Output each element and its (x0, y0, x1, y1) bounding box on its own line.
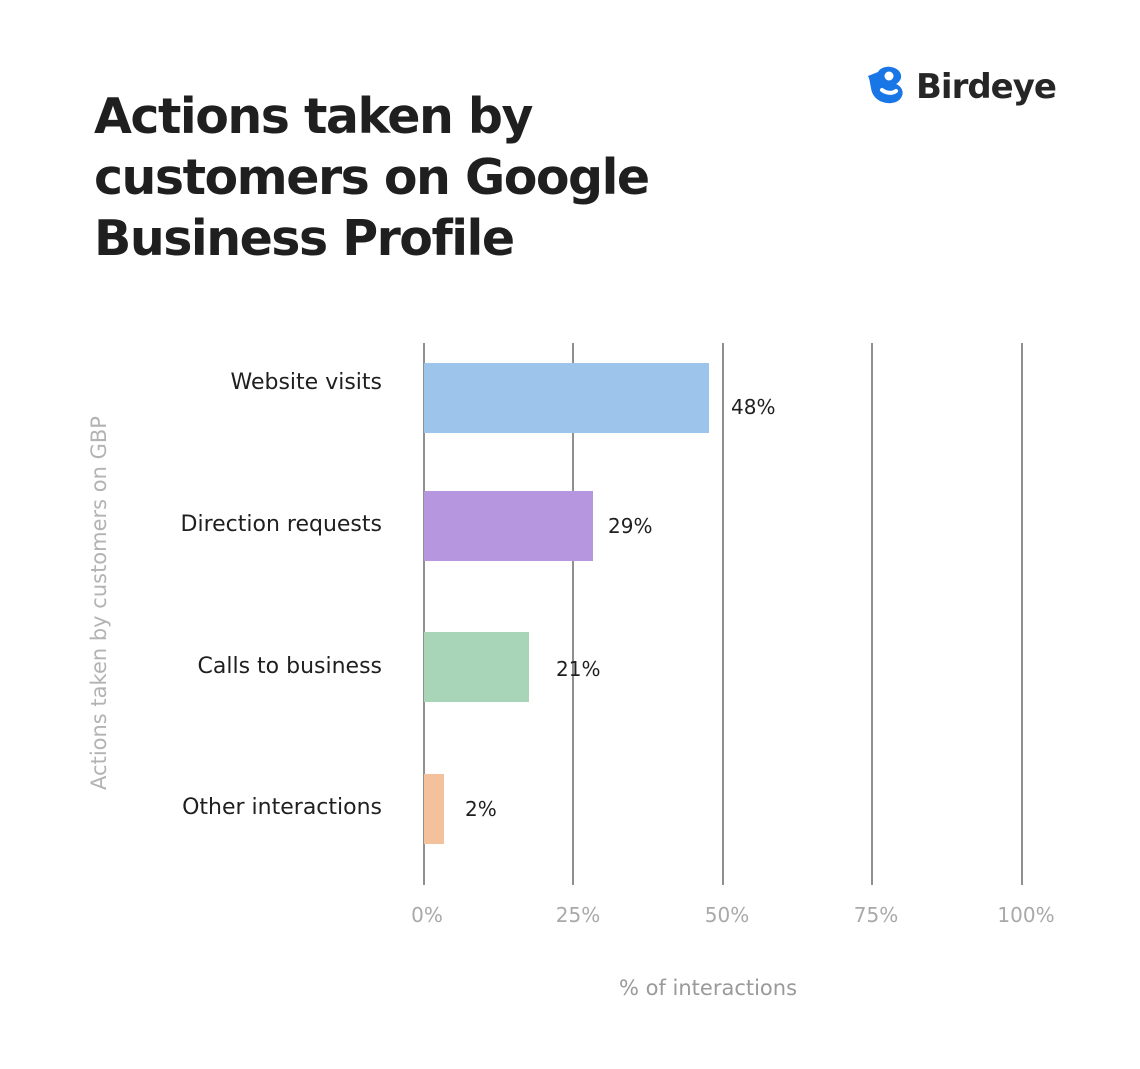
category-label: Direction requests (180, 512, 382, 537)
title-line-2: customers on Google (94, 149, 650, 206)
value-label: 48% (731, 395, 776, 419)
bird-logo-icon (866, 66, 908, 108)
value-label: 2% (465, 797, 497, 821)
bar-other-interactions (424, 774, 444, 844)
x-tick-label: 75% (853, 903, 899, 927)
y-axis-label: Actions taken by customers on GBP (87, 416, 111, 790)
category-label: Other interactions (182, 795, 382, 820)
x-tick-label: 0% (411, 903, 443, 927)
gridline-100 (1021, 343, 1023, 885)
gridline-75 (871, 343, 873, 885)
gridline-25 (572, 343, 574, 885)
gridline-0 (423, 343, 425, 885)
x-axis-label: % of interactions (618, 976, 798, 1000)
bar-calls-to-business (424, 632, 530, 702)
chart-title: Actions taken by customers on Google Bus… (94, 86, 794, 269)
category-label: Calls to business (197, 654, 383, 679)
title-line-1: Actions taken by (94, 88, 533, 145)
x-tick-label: 25% (555, 903, 601, 927)
bar-website-visits (424, 363, 709, 433)
title-line-3: Business Profile (94, 210, 515, 267)
category-label: Website visits (230, 370, 383, 395)
x-tick-label: 50% (704, 903, 750, 927)
x-tick-label: 100% (997, 903, 1055, 927)
brand-logo: Birdeye (866, 66, 1057, 108)
value-label: 29% (608, 514, 653, 538)
gridline-50 (722, 343, 724, 885)
value-label: 21% (556, 657, 601, 681)
brand-name: Birdeye (916, 67, 1057, 107)
bar-direction-requests (424, 491, 594, 561)
